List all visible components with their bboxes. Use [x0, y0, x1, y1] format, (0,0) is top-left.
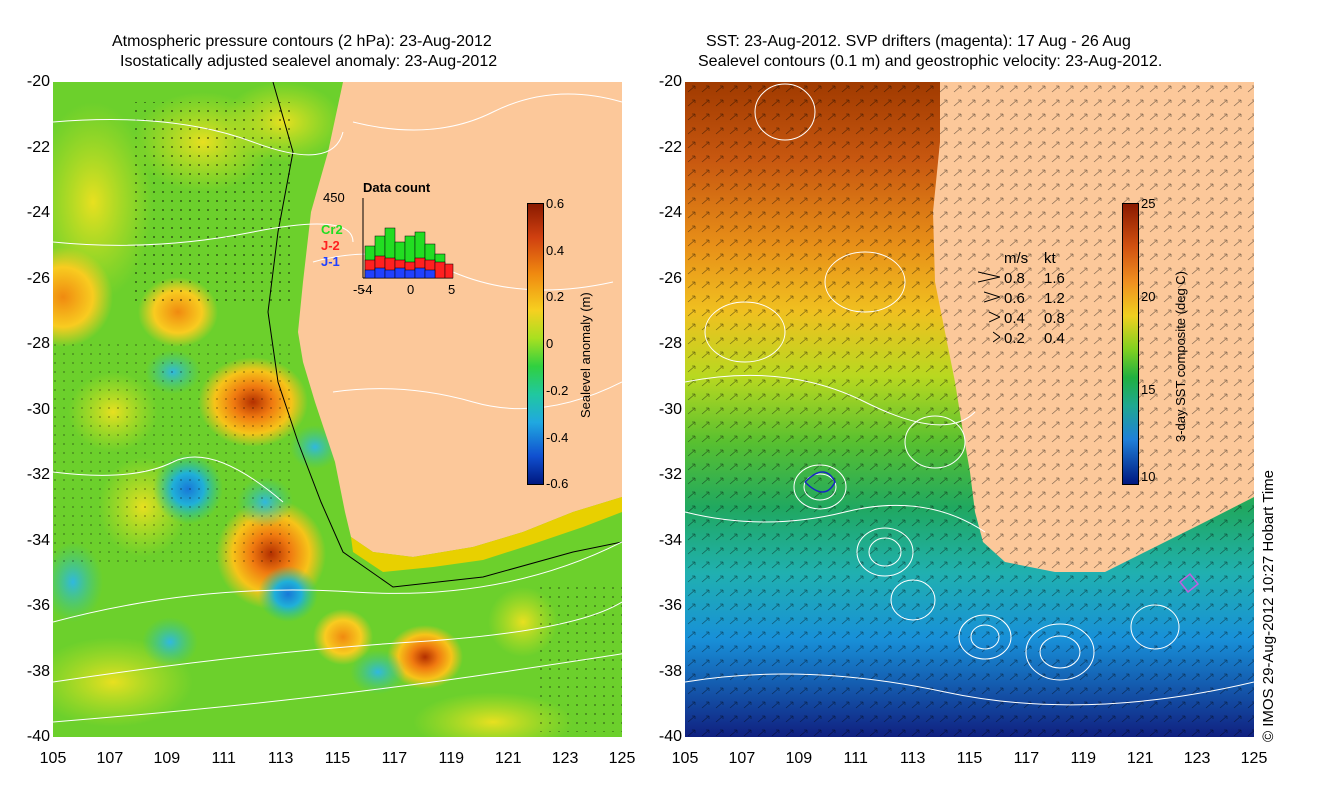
velocity-legend: m/s kt 0.8 1.6 0.6 1.2 0.4 0.8 0.2 0.4 — [977, 250, 1086, 350]
velocity-kt: 1.2 — [1044, 290, 1065, 307]
left-ytick: -36 — [26, 597, 50, 614]
velocity-kt: 0.8 — [1044, 310, 1065, 327]
right-map-svg — [685, 82, 1254, 737]
left-ytick: -28 — [26, 335, 50, 352]
left-ytick: -26 — [26, 269, 50, 287]
velocity-ms: 0.6 — [1004, 290, 1025, 307]
legend-header-ms: m/s — [1004, 250, 1029, 267]
left-title-line2: Isostatically adjusted sealevel anomaly:… — [120, 53, 498, 70]
right-xtick: 105 — [671, 750, 699, 767]
right-xtick: 111 — [843, 750, 868, 767]
histogram-title: Data count — [363, 180, 431, 195]
left-colorbar — [527, 203, 544, 485]
right-xtick: 123 — [1183, 750, 1211, 767]
right-ytick: -30 — [658, 400, 682, 418]
left-xtick: 121 — [494, 750, 522, 767]
left-ytick: -40 — [26, 728, 50, 745]
velocity-ms: 0.8 — [1004, 270, 1025, 287]
left-xtick: 105 — [39, 750, 67, 767]
left-xtick: 123 — [551, 750, 579, 767]
velocity-arrow-icon — [992, 330, 1001, 343]
left-colorbar-tick: 0.4 — [546, 242, 565, 258]
right-colorbar-tick: 15 — [1141, 382, 1156, 397]
right-xtick: 115 — [956, 750, 983, 767]
histogram-inset: Data count 450 Cr2 J-2 J-1 — [315, 178, 465, 298]
histogram-xtick-neg4: -4 — [361, 282, 373, 297]
histogram-bars — [362, 198, 454, 279]
left-ytick: -24 — [26, 204, 50, 221]
right-xtick: 121 — [1126, 750, 1154, 767]
left-xtick: 115 — [324, 750, 351, 767]
right-colorbar — [1122, 203, 1139, 485]
left-ytick: -38 — [26, 662, 50, 680]
credit-text: © IMOS 29-Aug-2012 10:27 Hobart Time — [1260, 469, 1277, 742]
right-ytick: -40 — [658, 728, 682, 745]
right-xtick: 107 — [728, 750, 756, 767]
histogram-xtick-0: 0 — [407, 282, 415, 297]
legend-j2: J-2 — [321, 238, 340, 253]
left-xtick: 113 — [267, 750, 294, 767]
left-colorbar-tick: -0.4 — [546, 429, 569, 445]
velocity-ms: 0.4 — [1004, 310, 1025, 327]
histogram-ymax: 450 — [323, 190, 345, 205]
velocity-kt: 1.6 — [1044, 270, 1065, 287]
right-colorbar-tick: 10 — [1141, 469, 1156, 484]
right-ytick: -34 — [658, 531, 682, 549]
left-colorbar-tick: -0.2 — [546, 382, 569, 398]
right-map[interactable] — [685, 82, 1254, 737]
left-xtick: 125 — [608, 750, 636, 767]
legend-header-kt: kt — [1044, 250, 1056, 267]
histogram-xtick-neg5: -5 — [353, 282, 365, 297]
velocity-ms: 0.2 — [1004, 330, 1025, 347]
left-colorbar-tick: 0 — [546, 336, 554, 352]
right-ytick: -38 — [658, 662, 682, 680]
legend-j1: J-1 — [321, 254, 340, 269]
left-title-line1: Atmospheric pressure contours (2 hPa): 2… — [112, 33, 492, 50]
right-ytick: -26 — [658, 269, 682, 287]
right-xtick: 119 — [1070, 750, 1097, 767]
left-ytick: -22 — [26, 138, 50, 156]
velocity-arrow-icon — [988, 310, 1002, 323]
left-colorbar-label: Sealevel anomaly (m) — [578, 292, 593, 418]
velocity-kt: 0.4 — [1044, 330, 1065, 347]
left-ytick: -34 — [26, 531, 50, 549]
right-colorbar-label: 3-day SST composite (deg C) — [1173, 271, 1188, 442]
right-xtick: 117 — [1013, 750, 1040, 767]
right-xtick: 113 — [899, 750, 926, 767]
right-ytick: -20 — [658, 73, 682, 90]
left-ytick: -30 — [26, 400, 50, 418]
left-xtick: 111 — [211, 750, 236, 767]
right-ytick: -32 — [658, 466, 682, 483]
left-xtick: 107 — [96, 750, 124, 767]
velocity-arrow-icon — [983, 290, 1002, 303]
left-ytick: -20 — [26, 73, 50, 90]
right-xtick: 109 — [785, 750, 813, 767]
right-colorbar-tick: 20 — [1141, 289, 1156, 304]
right-title-line2: Sealevel contours (0.1 m) and geostrophi… — [698, 53, 1163, 70]
right-colorbar-tick: 25 — [1141, 196, 1156, 211]
svp-drifter-track — [1178, 572, 1200, 594]
legend-cr2: Cr2 — [321, 222, 343, 237]
left-colorbar-tick: 0.2 — [546, 289, 565, 305]
left-xtick: 117 — [381, 750, 408, 767]
land-mass — [298, 82, 622, 557]
right-ytick: -28 — [658, 335, 682, 352]
left-ytick: -32 — [26, 466, 50, 483]
histogram-xtick-5: 5 — [448, 282, 456, 297]
left-xtick: 109 — [153, 750, 181, 767]
velocity-arrow-icon — [977, 270, 1001, 283]
right-xtick: 125 — [1240, 750, 1268, 767]
right-ytick: -22 — [658, 138, 682, 156]
right-ytick: -36 — [658, 597, 682, 614]
right-ytick: -24 — [658, 204, 682, 221]
right-title-line1: SST: 23-Aug-2012. SVP drifters (magenta)… — [706, 33, 1131, 50]
left-colorbar-tick: 0.6 — [546, 196, 565, 211]
left-xtick: 119 — [438, 750, 465, 767]
left-colorbar-tick: -0.6 — [546, 476, 569, 492]
